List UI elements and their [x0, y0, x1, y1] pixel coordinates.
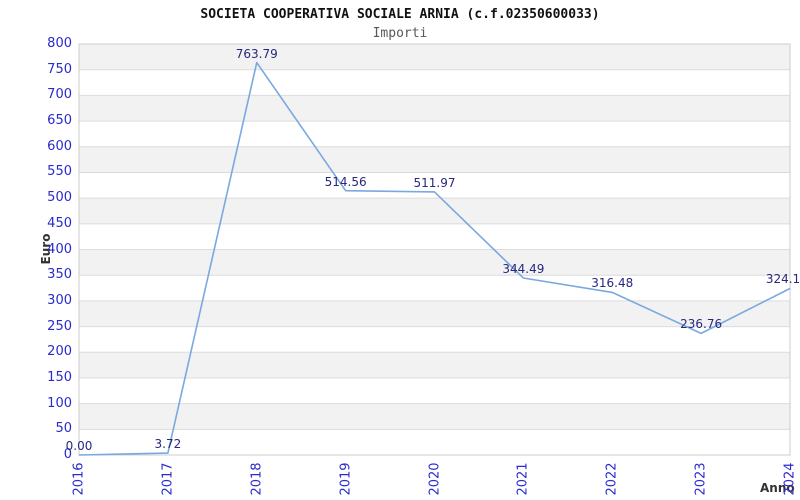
chart-title: SOCIETA COOPERATIVA SOCIALE ARNIA (c.f.0… — [200, 7, 600, 22]
point-value-label: 514.56 — [324, 174, 367, 189]
band-row — [79, 352, 790, 378]
y-tick-label: 100 — [47, 395, 72, 411]
y-tick-label: 0 — [63, 447, 72, 462]
y-tick-label: 350 — [47, 267, 72, 283]
band-row — [79, 44, 790, 70]
point-value-label: 511.97 — [413, 175, 456, 190]
point-value-label: 324.1 — [765, 272, 800, 287]
point-value-label: 0.00 — [65, 439, 93, 453]
x-tick-label: 2020 — [427, 462, 442, 496]
plot-border — [78, 43, 791, 456]
point-value-label: 344.49 — [502, 262, 545, 277]
band-row — [79, 198, 790, 224]
chart-subtitle: Importi — [372, 26, 428, 41]
y-tick-label: 450 — [47, 215, 72, 231]
data-line — [78, 61, 791, 456]
y-tick-label: 500 — [47, 190, 72, 206]
y-tick-label: 600 — [47, 138, 72, 154]
point-value-label: 316.48 — [591, 276, 634, 291]
x-axis-title: Anno — [760, 481, 795, 495]
band-row — [79, 403, 790, 430]
x-tick-label: 2016 — [71, 462, 87, 496]
x-tick-label: 2024 — [782, 462, 798, 496]
point-value-label: 3.72 — [154, 437, 182, 452]
band-row — [79, 95, 790, 122]
x-tick-label: 2018 — [249, 462, 265, 496]
y-tick-label: 800 — [47, 36, 72, 51]
point-value-label: 763.79 — [235, 46, 278, 61]
y-tick-label: 150 — [47, 369, 72, 385]
x-tick-label: 2023 — [693, 462, 709, 496]
x-tick-label: 2019 — [338, 462, 354, 496]
y-tick-label: 400 — [47, 241, 72, 257]
y-tick-label: 200 — [47, 344, 72, 360]
x-tick-label: 2021 — [515, 462, 531, 496]
y-tick-label: 250 — [47, 318, 72, 334]
y-tick-label: 650 — [47, 113, 72, 129]
y-tick-label: 550 — [47, 164, 72, 180]
y-tick-label: 750 — [47, 61, 72, 77]
y-tick-label: 50 — [55, 421, 72, 437]
y-tick-label: 300 — [47, 292, 72, 308]
y-tick-label: 700 — [47, 87, 72, 103]
band-row — [79, 146, 790, 173]
band-row — [79, 249, 790, 276]
x-tick-label: 2017 — [160, 462, 176, 496]
x-tick-label: 2022 — [604, 462, 620, 496]
point-value-label: 236.76 — [680, 317, 723, 332]
